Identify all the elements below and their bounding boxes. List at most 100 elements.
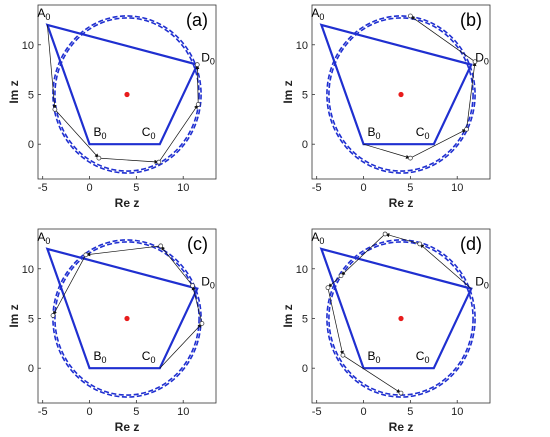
trajectory-segment (410, 128, 468, 159)
vertex-label-a: A0 (311, 6, 324, 22)
x-tick-label: 10 (177, 406, 189, 418)
x-tick-label: -5 (312, 406, 322, 418)
x-tick-label: 10 (451, 406, 463, 418)
y-tick-label: 0 (302, 363, 308, 375)
reference-circle-outer (326, 239, 476, 398)
trajectory-point (382, 231, 388, 237)
trajectory-point (338, 273, 344, 279)
trajectory-point (50, 313, 56, 318)
reference-circle-inner (54, 241, 200, 396)
trajectory-segment (409, 15, 476, 62)
reference-circle-inner (54, 17, 200, 172)
axes-box (37, 4, 217, 180)
trajectory-segment (54, 109, 100, 159)
y-tick-label: 0 (28, 139, 34, 151)
x-tick-label: -5 (38, 406, 48, 418)
trajectory-point (199, 321, 205, 326)
vertex-label-a: A0 (311, 230, 324, 246)
panel-label: (c) (187, 234, 208, 254)
x-axis-label: Re z (115, 196, 140, 210)
trajectory-point (472, 59, 478, 65)
polygon (319, 247, 473, 370)
panel-4: -5 0 5 10 0 5 10 Re z Im z A0 D0 C0 B0 (d) (281, 228, 491, 434)
trajectory-point (52, 107, 58, 112)
trajectory-segment (47, 24, 57, 110)
trajectory-segment (419, 243, 472, 289)
center-point (124, 315, 130, 322)
x-tick-label: 0 (360, 406, 366, 418)
vertex-label-b: B0 (368, 349, 381, 365)
x-tick-label: -5 (38, 182, 48, 194)
vertex-label-c: C0 (142, 349, 156, 365)
vertex-label-c: C0 (416, 349, 430, 365)
trajectory-point (156, 159, 162, 165)
vertex-label-d: D0 (475, 275, 489, 291)
polygon (319, 23, 473, 146)
x-axis-label: Re z (115, 420, 140, 434)
trajectory-segment (342, 354, 402, 394)
trajectory-point (340, 352, 346, 358)
y-tick-label: 10 (22, 40, 34, 52)
reference-circle-outer (326, 15, 476, 174)
x-tick-label: 0 (360, 182, 366, 194)
trajectory-segment (85, 245, 161, 257)
y-tick-label: 10 (296, 264, 308, 276)
y-axis-label: Im z (281, 80, 295, 103)
trajectory-segment (195, 64, 200, 105)
y-tick-label: 5 (302, 313, 308, 325)
vertex-label-d: D0 (475, 51, 489, 67)
trajectory-segment (363, 143, 411, 159)
y-axis-label: Im z (7, 304, 21, 327)
y-tick-label: 5 (28, 313, 34, 325)
trajectory-segment (158, 104, 199, 163)
vertex-label-a: A0 (37, 6, 50, 22)
panel-label: (a) (186, 10, 208, 30)
polygon (45, 247, 199, 370)
trajectory-point (96, 155, 102, 161)
trajectory-segment (466, 61, 477, 130)
x-axis-label: Re z (389, 196, 414, 210)
x-tick-label: 5 (133, 182, 139, 194)
trajectory-point (408, 155, 413, 161)
trajectory-segment (52, 254, 87, 316)
trajectory-point (417, 241, 423, 247)
vertex-label-b: B0 (94, 349, 107, 365)
x-tick-label: -5 (312, 182, 322, 194)
center-point (398, 91, 404, 98)
y-tick-label: 5 (302, 89, 308, 101)
reference-circle-outer (52, 15, 202, 174)
vertex-label-b: B0 (368, 125, 381, 141)
panel-1: -5 0 5 10 0 5 10 Re z Im z A0 D0 C0 B0 (a) (7, 4, 217, 210)
vertex-label-c: C0 (142, 125, 156, 141)
trajectory-point (398, 390, 404, 396)
trajectory-point (325, 285, 331, 291)
trajectory-segment (98, 157, 160, 164)
x-tick-label: 5 (407, 406, 413, 418)
panel-3: -5 0 5 10 0 5 10 Re z Im z A0 D0 C0 B0 (c) (7, 228, 217, 434)
y-tick-label: 5 (28, 89, 34, 101)
trajectory-segment (191, 285, 203, 324)
panel-label: (d) (460, 234, 482, 254)
polygon (45, 23, 199, 146)
y-tick-label: 10 (22, 264, 34, 276)
trajectory-point (158, 243, 164, 249)
reference-circle-inner (328, 17, 474, 172)
trajectory-segment (327, 275, 342, 288)
x-tick-label: 5 (133, 406, 139, 418)
vertex-label-d: D0 (201, 51, 215, 67)
y-tick-label: 0 (28, 363, 34, 375)
trajectory-point (408, 13, 413, 19)
x-tick-label: 10 (451, 182, 463, 194)
axes-box (311, 4, 491, 180)
axes-box (311, 228, 491, 404)
y-axis-label: Im z (7, 80, 21, 103)
trajectory-point (190, 283, 195, 289)
center-point (398, 315, 404, 322)
trajectory-segment (384, 233, 420, 245)
y-tick-label: 10 (296, 40, 308, 52)
trajectory-point (195, 102, 201, 107)
trajectory-point (194, 62, 200, 68)
vertex-label-d: D0 (201, 275, 215, 291)
panel-label: (b) (460, 10, 482, 30)
